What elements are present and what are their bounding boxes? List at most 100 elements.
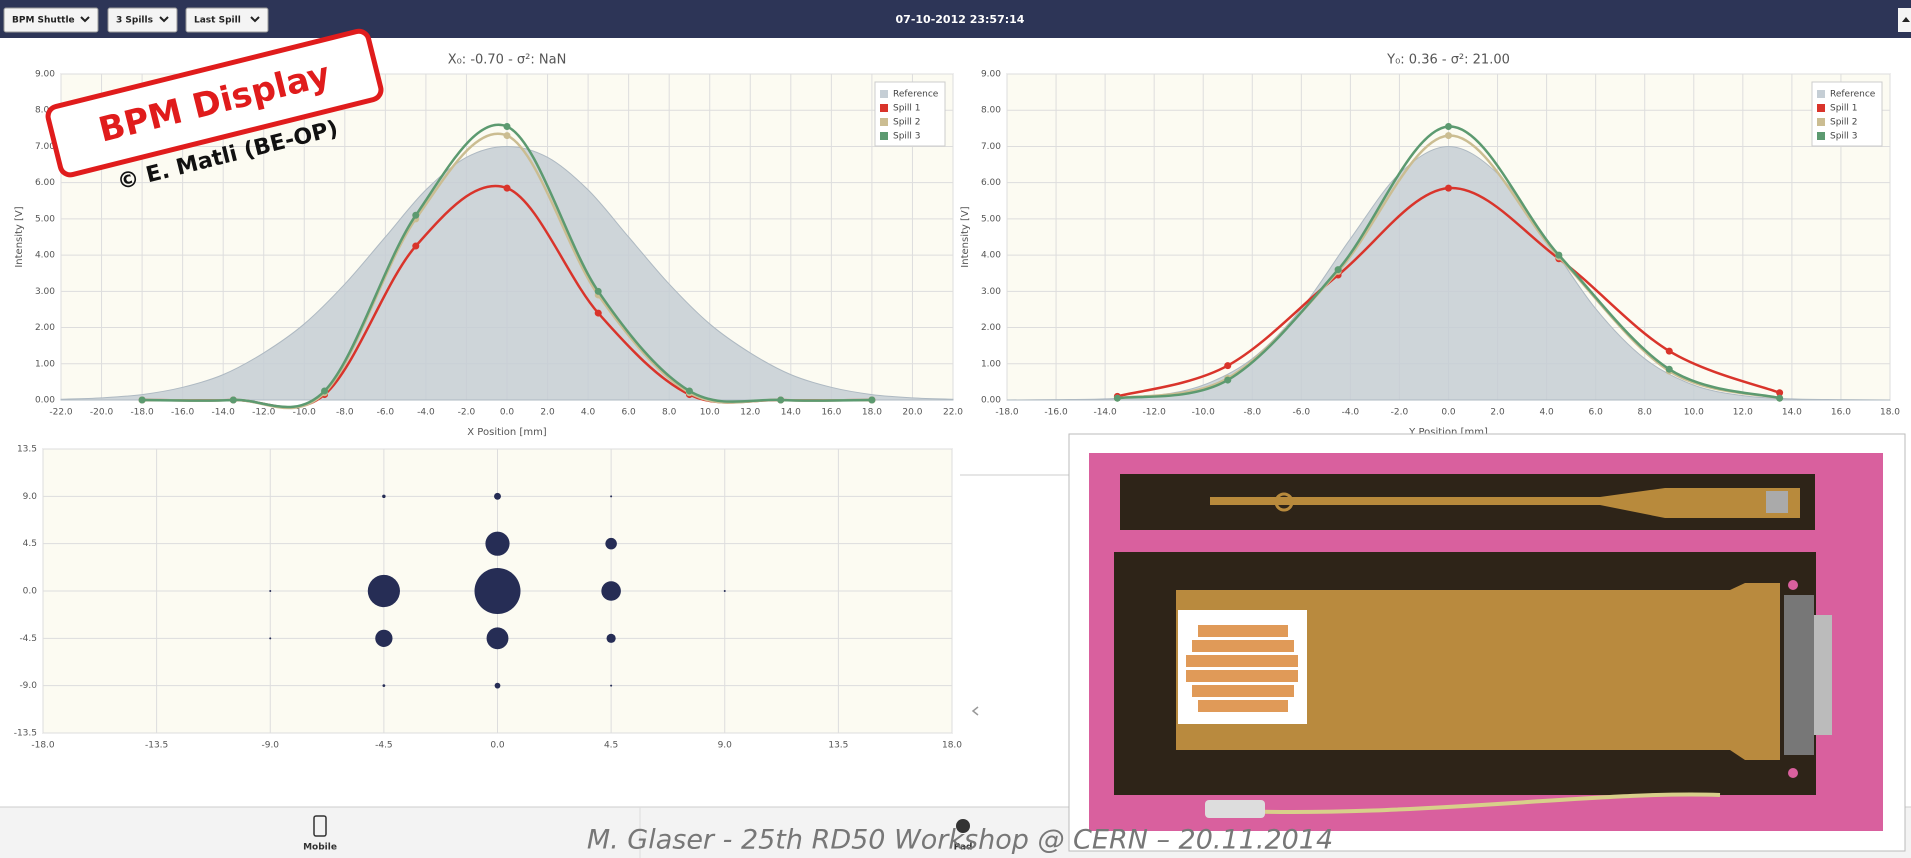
toolbar-buttons: BPM Shuttle 3 Spills Last Spill: [4, 8, 268, 32]
y-tick-label: 4.00: [35, 251, 55, 261]
screen: BPM Shuttle 3 Spills Last Spill 07-10-20…: [0, 0, 1911, 858]
bubble: [269, 637, 271, 639]
d-connector-shell: [1814, 615, 1832, 735]
x-tick-label: 13.5: [828, 741, 848, 751]
connector: [1766, 491, 1788, 513]
spill-marker: [504, 123, 511, 130]
legend-swatch: [880, 90, 888, 98]
credit: M. Glaser - 25th RD50 Workshop @ CERN – …: [587, 825, 1333, 856]
button-label[interactable]: Last Spill: [194, 16, 241, 26]
mount-hole: [1788, 768, 1798, 778]
y-tick-label: 4.00: [981, 251, 1001, 261]
x-tick-label: 0.0: [490, 741, 505, 751]
y-tick-label: 3.00: [981, 287, 1001, 297]
x-tick-label: -18.0: [130, 408, 154, 418]
bubble: [610, 685, 612, 687]
bubble: [607, 634, 616, 643]
x-tick-label: -8.0: [336, 408, 354, 418]
button-label[interactable]: BPM Shuttle: [12, 16, 75, 26]
legend-label: Reference: [1830, 90, 1876, 100]
y-tick-label: 1.00: [981, 359, 1001, 369]
legend-label: Spill 1: [1830, 104, 1858, 114]
body: BPM Shuttle 3 Spills Last Spill 07-10-20…: [0, 0, 1911, 858]
x-tick-label: -4.0: [1342, 408, 1360, 418]
y-tick-label: 9.0: [23, 492, 38, 502]
spill-marker: [504, 132, 511, 139]
button-label[interactable]: 3 Spills: [116, 16, 153, 26]
x-tick-label: 20.0: [902, 408, 922, 418]
fuse: [1205, 800, 1265, 818]
spill-marker: [1335, 266, 1342, 273]
x-tick-label: 12.0: [740, 408, 760, 418]
x-tick-label: 14.0: [1782, 408, 1802, 418]
legend-label: Spill 2: [1830, 118, 1858, 128]
y-tick-label: -4.5: [19, 634, 37, 644]
bubble: [487, 627, 509, 649]
y-tick-label: -13.5: [14, 729, 37, 739]
x-tick-label: -6.0: [1293, 408, 1311, 418]
scroll-arrow[interactable]: [973, 707, 978, 715]
y-tick-label: 3.00: [35, 287, 55, 297]
bubble: [724, 590, 726, 592]
y-tick-label: 6.00: [981, 178, 1001, 188]
x-tick-label: -13.5: [145, 741, 168, 751]
spill-marker: [1114, 395, 1121, 402]
legend-label: Spill 2: [893, 118, 921, 128]
spill-marker: [504, 185, 511, 192]
x-tick-label: 22.0: [943, 408, 963, 418]
y-tick-label: 0.00: [35, 396, 55, 406]
legend-swatch: [1817, 104, 1825, 112]
legend-label: Reference: [893, 90, 939, 100]
x-axis-label: X Position [mm]: [467, 427, 547, 438]
x-tick-label: 2.0: [1490, 408, 1505, 418]
legend-swatch: [880, 132, 888, 140]
spill-marker: [686, 387, 693, 394]
spill-marker: [777, 397, 784, 404]
y-axis-label: Intensity [V]: [14, 206, 25, 267]
spill-marker: [868, 397, 875, 404]
y-tick-label: 0.00: [981, 396, 1001, 406]
spill-marker: [1555, 252, 1562, 259]
x-tick-label: -14.0: [212, 408, 236, 418]
bubble: [375, 630, 392, 647]
tab-label[interactable]: Mobile: [303, 843, 337, 853]
legend-swatch: [880, 118, 888, 126]
bubble: [382, 684, 385, 687]
x-tick-label: -10.0: [1192, 408, 1216, 418]
x-tick-label: 14.0: [781, 408, 801, 418]
spill-marker: [1666, 348, 1673, 355]
x-tick-label: 0.0: [1441, 408, 1456, 418]
x-tick-label: 10.0: [1684, 408, 1704, 418]
legend-label: Spill 1: [893, 104, 921, 114]
chart-title: Y₀: 0.36 - σ²: 21.00: [1386, 53, 1510, 68]
legend-label: Spill 3: [1830, 132, 1858, 142]
x-tick-label: -4.5: [375, 741, 393, 751]
x-tick-label: 4.0: [581, 408, 596, 418]
spill-marker: [1776, 395, 1783, 402]
x-tick-label: -2.0: [1391, 408, 1409, 418]
x-tick-label: -22.0: [49, 408, 73, 418]
y-tick-label: 5.00: [35, 214, 55, 224]
chart-title: X₀: -0.70 - σ²: NaN: [448, 53, 567, 68]
x-tick-label: 8.0: [1638, 408, 1653, 418]
y-tick-label: 9.00: [35, 70, 55, 80]
bubble: [269, 590, 271, 592]
x-tick-label: 16.0: [821, 408, 841, 418]
photo-overlay: [1069, 434, 1905, 851]
x-tick-label: 9.0: [718, 741, 733, 751]
spill-marker: [595, 310, 602, 317]
y-tick-label: 9.00: [981, 70, 1001, 80]
y-tick-label: 2.00: [981, 323, 1001, 333]
legend-swatch: [880, 104, 888, 112]
bubble: [382, 495, 385, 498]
x-tick-label: 18.0: [862, 408, 882, 418]
spill-marker: [1224, 377, 1231, 384]
legend-swatch: [1817, 118, 1825, 126]
spill-marker: [412, 243, 419, 250]
bubble: [605, 538, 617, 550]
x-tick-label: -16.0: [1044, 408, 1068, 418]
x-tick-label: 4.0: [1539, 408, 1554, 418]
x-tick-label: 6.0: [1589, 408, 1604, 418]
x-tick-label: 2.0: [540, 408, 555, 418]
x-tick-label: -18.0: [31, 741, 55, 751]
